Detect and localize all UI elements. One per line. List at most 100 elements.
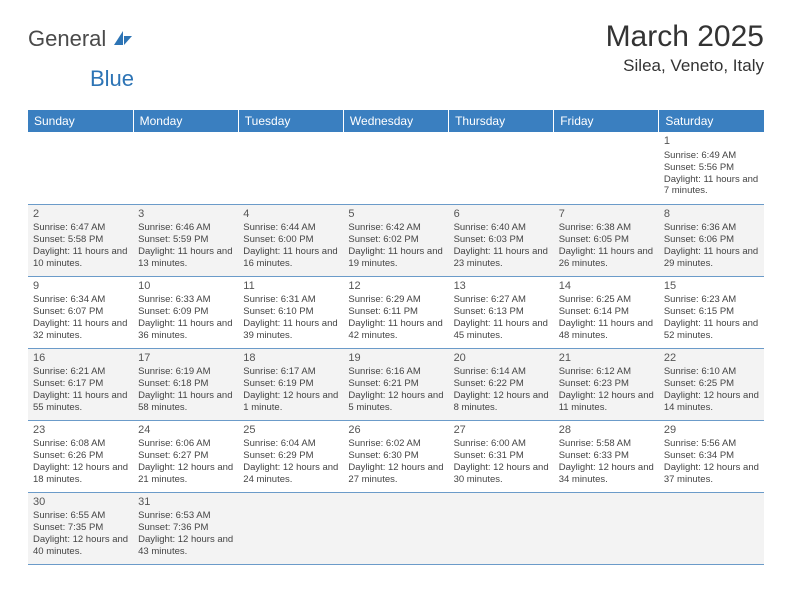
daylight-text: Daylight: 12 hours and 30 minutes. <box>454 462 549 486</box>
day-number: 16 <box>33 352 128 366</box>
weekday-header: Saturday <box>659 110 764 132</box>
sunrise-text: Sunrise: 6:06 AM <box>138 438 233 450</box>
sunset-text: Sunset: 6:31 PM <box>454 450 549 462</box>
calendar-day-cell: 12Sunrise: 6:29 AMSunset: 6:11 PMDayligh… <box>343 276 448 348</box>
daylight-text: Daylight: 11 hours and 58 minutes. <box>138 390 233 414</box>
daylight-text: Daylight: 12 hours and 27 minutes. <box>348 462 443 486</box>
calendar-day-cell <box>343 492 448 564</box>
daylight-text: Daylight: 12 hours and 18 minutes. <box>33 462 128 486</box>
sunset-text: Sunset: 6:18 PM <box>138 378 233 390</box>
calendar-day-cell: 9Sunrise: 6:34 AMSunset: 6:07 PMDaylight… <box>28 276 133 348</box>
calendar-day-cell: 16Sunrise: 6:21 AMSunset: 6:17 PMDayligh… <box>28 348 133 420</box>
sunrise-text: Sunrise: 6:47 AM <box>33 222 128 234</box>
sunset-text: Sunset: 6:00 PM <box>243 234 338 246</box>
calendar-day-cell: 10Sunrise: 6:33 AMSunset: 6:09 PMDayligh… <box>133 276 238 348</box>
day-number: 9 <box>33 280 128 294</box>
weekday-header: Tuesday <box>238 110 343 132</box>
weekday-header: Thursday <box>449 110 554 132</box>
sunrise-text: Sunrise: 6:12 AM <box>559 366 654 378</box>
sunset-text: Sunset: 6:09 PM <box>138 306 233 318</box>
sunrise-text: Sunrise: 6:29 AM <box>348 294 443 306</box>
sunrise-text: Sunrise: 6:55 AM <box>33 510 128 522</box>
calendar-day-cell: 19Sunrise: 6:16 AMSunset: 6:21 PMDayligh… <box>343 348 448 420</box>
calendar-week-row: 9Sunrise: 6:34 AMSunset: 6:07 PMDaylight… <box>28 276 764 348</box>
calendar-day-cell: 18Sunrise: 6:17 AMSunset: 6:19 PMDayligh… <box>238 348 343 420</box>
sunset-text: Sunset: 5:59 PM <box>138 234 233 246</box>
daylight-text: Daylight: 12 hours and 24 minutes. <box>243 462 338 486</box>
sunset-text: Sunset: 6:06 PM <box>664 234 759 246</box>
calendar-day-cell: 4Sunrise: 6:44 AMSunset: 6:00 PMDaylight… <box>238 204 343 276</box>
daylight-text: Daylight: 12 hours and 21 minutes. <box>138 462 233 486</box>
daylight-text: Daylight: 12 hours and 37 minutes. <box>664 462 759 486</box>
sunrise-text: Sunrise: 5:56 AM <box>664 438 759 450</box>
day-number: 29 <box>664 424 759 438</box>
sunset-text: Sunset: 5:58 PM <box>33 234 128 246</box>
sunset-text: Sunset: 6:07 PM <box>33 306 128 318</box>
calendar-day-cell: 25Sunrise: 6:04 AMSunset: 6:29 PMDayligh… <box>238 420 343 492</box>
sunrise-text: Sunrise: 6:46 AM <box>138 222 233 234</box>
calendar-week-row: 23Sunrise: 6:08 AMSunset: 6:26 PMDayligh… <box>28 420 764 492</box>
day-number: 15 <box>664 280 759 294</box>
sunset-text: Sunset: 6:13 PM <box>454 306 549 318</box>
sunrise-text: Sunrise: 6:16 AM <box>348 366 443 378</box>
daylight-text: Daylight: 11 hours and 32 minutes. <box>33 318 128 342</box>
sunset-text: Sunset: 6:34 PM <box>664 450 759 462</box>
calendar-day-cell: 5Sunrise: 6:42 AMSunset: 6:02 PMDaylight… <box>343 204 448 276</box>
sunrise-text: Sunrise: 6:42 AM <box>348 222 443 234</box>
calendar-day-cell: 29Sunrise: 5:56 AMSunset: 6:34 PMDayligh… <box>659 420 764 492</box>
calendar-day-cell: 8Sunrise: 6:36 AMSunset: 6:06 PMDaylight… <box>659 204 764 276</box>
day-number: 11 <box>243 280 338 294</box>
daylight-text: Daylight: 11 hours and 29 minutes. <box>664 246 759 270</box>
logo: General <box>28 20 138 52</box>
sunrise-text: Sunrise: 6:04 AM <box>243 438 338 450</box>
calendar-day-cell: 20Sunrise: 6:14 AMSunset: 6:22 PMDayligh… <box>449 348 554 420</box>
day-number: 8 <box>664 208 759 222</box>
calendar-day-cell: 11Sunrise: 6:31 AMSunset: 6:10 PMDayligh… <box>238 276 343 348</box>
calendar-day-cell: 22Sunrise: 6:10 AMSunset: 6:25 PMDayligh… <box>659 348 764 420</box>
day-number: 20 <box>454 352 549 366</box>
logo-text-general: General <box>28 26 106 52</box>
calendar-day-cell <box>659 492 764 564</box>
day-number: 24 <box>138 424 233 438</box>
calendar-body: 1Sunrise: 6:49 AMSunset: 5:56 PMDaylight… <box>28 132 764 564</box>
sunrise-text: Sunrise: 6:00 AM <box>454 438 549 450</box>
sail-icon <box>112 29 134 52</box>
day-number: 18 <box>243 352 338 366</box>
day-number: 28 <box>559 424 654 438</box>
calendar-day-cell: 3Sunrise: 6:46 AMSunset: 5:59 PMDaylight… <box>133 204 238 276</box>
sunset-text: Sunset: 6:29 PM <box>243 450 338 462</box>
daylight-text: Daylight: 12 hours and 14 minutes. <box>664 390 759 414</box>
sunrise-text: Sunrise: 6:02 AM <box>348 438 443 450</box>
weekday-header: Wednesday <box>343 110 448 132</box>
calendar-week-row: 1Sunrise: 6:49 AMSunset: 5:56 PMDaylight… <box>28 132 764 204</box>
sunrise-text: Sunrise: 6:27 AM <box>454 294 549 306</box>
daylight-text: Daylight: 11 hours and 39 minutes. <box>243 318 338 342</box>
sunset-text: Sunset: 6:02 PM <box>348 234 443 246</box>
calendar-day-cell <box>343 132 448 204</box>
sunset-text: Sunset: 7:36 PM <box>138 522 233 534</box>
sunrise-text: Sunrise: 6:53 AM <box>138 510 233 522</box>
sunrise-text: Sunrise: 6:31 AM <box>243 294 338 306</box>
calendar-table: SundayMondayTuesdayWednesdayThursdayFrid… <box>28 110 764 565</box>
calendar-day-cell: 14Sunrise: 6:25 AMSunset: 6:14 PMDayligh… <box>554 276 659 348</box>
sunrise-text: Sunrise: 6:38 AM <box>559 222 654 234</box>
calendar-week-row: 2Sunrise: 6:47 AMSunset: 5:58 PMDaylight… <box>28 204 764 276</box>
sunset-text: Sunset: 7:35 PM <box>33 522 128 534</box>
sunrise-text: Sunrise: 6:08 AM <box>33 438 128 450</box>
day-number: 7 <box>559 208 654 222</box>
sunset-text: Sunset: 6:33 PM <box>559 450 654 462</box>
daylight-text: Daylight: 11 hours and 52 minutes. <box>664 318 759 342</box>
sunrise-text: Sunrise: 5:58 AM <box>559 438 654 450</box>
day-number: 17 <box>138 352 233 366</box>
sunset-text: Sunset: 6:30 PM <box>348 450 443 462</box>
calendar-day-cell: 21Sunrise: 6:12 AMSunset: 6:23 PMDayligh… <box>554 348 659 420</box>
day-number: 12 <box>348 280 443 294</box>
calendar-day-cell <box>238 492 343 564</box>
weekday-header: Friday <box>554 110 659 132</box>
sunset-text: Sunset: 6:23 PM <box>559 378 654 390</box>
calendar-day-cell: 27Sunrise: 6:00 AMSunset: 6:31 PMDayligh… <box>449 420 554 492</box>
sunrise-text: Sunrise: 6:17 AM <box>243 366 338 378</box>
daylight-text: Daylight: 12 hours and 8 minutes. <box>454 390 549 414</box>
calendar-day-cell <box>449 132 554 204</box>
sunset-text: Sunset: 6:21 PM <box>348 378 443 390</box>
